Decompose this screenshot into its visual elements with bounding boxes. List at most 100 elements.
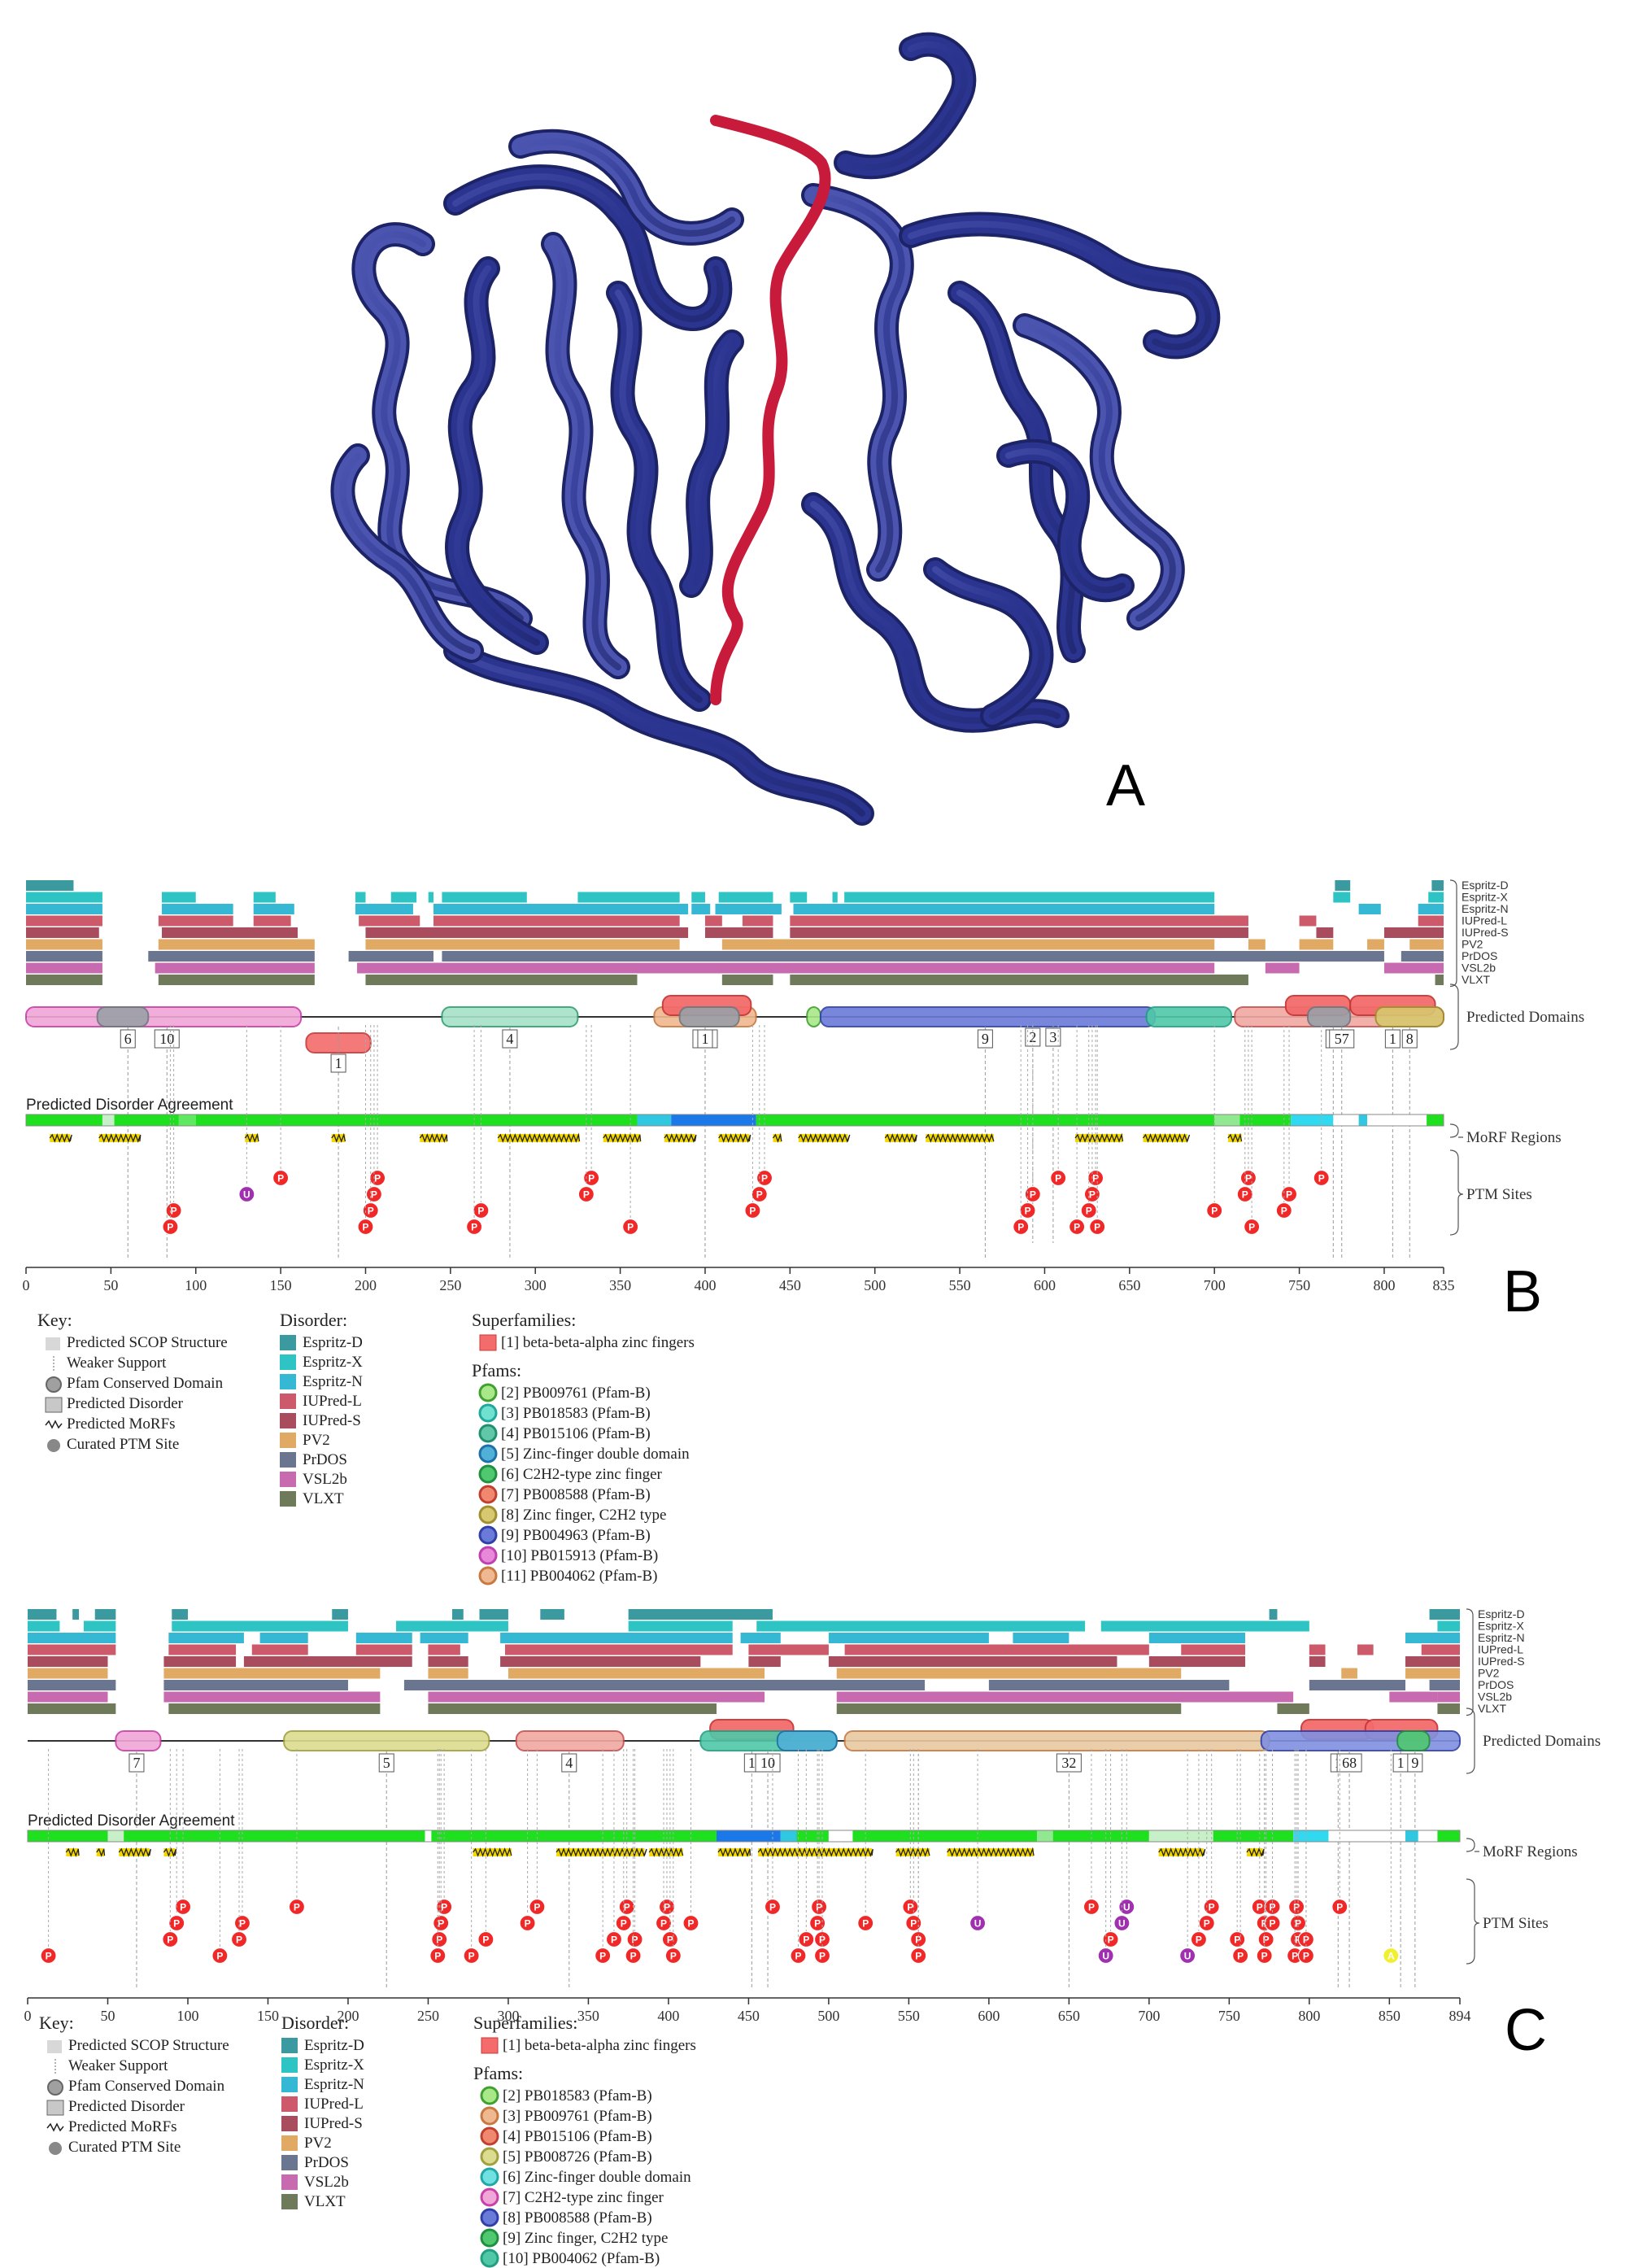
ptm-site-P [1244, 1218, 1261, 1236]
ptm-site-letter: P [1089, 1189, 1096, 1201]
morf-zigzag [664, 1133, 697, 1143]
legend-disorder-swatch [280, 1472, 296, 1487]
disorder-segment [253, 915, 291, 927]
ptm-site-letter: P [239, 1918, 246, 1930]
agreement-segment [1333, 1114, 1359, 1126]
disorder-segment [1383, 927, 1444, 938]
domain-label-box [378, 1753, 394, 1773]
disorder-segment [396, 1620, 508, 1632]
ptm-site-letter: P [1055, 1173, 1061, 1184]
disorder-segment [793, 904, 1215, 914]
x-axis-tick-label: 750 [1288, 1277, 1310, 1293]
disorder-segment [442, 951, 1384, 962]
disorder-segment [828, 1656, 1117, 1667]
ptm-site-letter: P [1303, 1951, 1309, 1962]
disorder-segment [742, 915, 773, 927]
domain-label: 10 [159, 1031, 174, 1047]
domain-label: 4 [565, 1755, 573, 1771]
x-axis-tick-label: 350 [577, 2008, 599, 2024]
disorder-segment [243, 1656, 412, 1667]
disorder-segment [996, 1620, 1086, 1632]
disorder-segment [365, 975, 638, 985]
ptm-site-letter: P [180, 1902, 186, 1913]
agreement-segment [1328, 1830, 1406, 1842]
legend-disorder-title: Disorder: [280, 1310, 347, 1330]
ptm-site-letter: P [1281, 1206, 1287, 1217]
domain-bracket [1449, 984, 1459, 1050]
legend-pfams-title: Pfams: [472, 1360, 521, 1380]
morf-region [664, 1134, 695, 1142]
disorder-segment [836, 1703, 1182, 1714]
morf-region [331, 1134, 346, 1142]
disorder-segment [540, 1609, 564, 1620]
disorder-segment [790, 892, 808, 903]
legend-disorder-item: Espritz-X [303, 1354, 363, 1371]
ptm-site-P [1198, 1914, 1215, 1932]
disorder-segment [1358, 904, 1381, 914]
disorder-segment [988, 1680, 1230, 1690]
agreement-segment [26, 1114, 102, 1126]
disorder-segment [94, 1609, 116, 1620]
ptm-site-P [168, 1914, 185, 1932]
disorder-segment [161, 904, 233, 914]
morf-zigzag [925, 1132, 995, 1143]
ptm-site-letter: P [468, 1951, 475, 1962]
legend-disorder-swatch [280, 1354, 296, 1370]
ptm-site-P [1313, 1169, 1330, 1187]
ptm-site-P [1256, 1947, 1273, 1965]
track-name-label: Espritz-D [1462, 879, 1509, 892]
ptm-site-letter: P [173, 1918, 180, 1930]
legend-key-item: Predicted SCOP Structure [68, 2037, 229, 2054]
disorder-segment [26, 904, 102, 914]
ptm-site-P [368, 1169, 386, 1187]
ptm-site-letter: P [167, 1934, 173, 1946]
ptm-site-P [655, 1914, 673, 1932]
agreement-segment [1214, 1114, 1240, 1126]
legend-pfam-item: [9] PB004963 (Pfam-B) [501, 1527, 651, 1544]
disorder-segment [148, 951, 315, 962]
legend-disorder-item: IUPred-S [304, 2115, 363, 2132]
ptm-site-letter: P [819, 1951, 826, 1962]
agreement-segment [780, 1830, 797, 1842]
disorder-segment [1401, 951, 1444, 962]
domain-label: 9 [982, 1031, 989, 1047]
ptm-site-letter: P [1248, 1222, 1255, 1233]
disorder-segment [168, 1703, 381, 1714]
ptm-site-P [910, 1947, 927, 1965]
track-name-label: IUPred-S [1462, 926, 1509, 939]
ptm-site-P [465, 1218, 483, 1236]
ptm-site-letter: P [434, 1951, 441, 1962]
ptm-site-A [1383, 1947, 1400, 1965]
disorder-segment [355, 1633, 412, 1643]
legend-pfam-icon [47, 2079, 63, 2096]
morf-region [885, 1134, 916, 1142]
ptm-site-P [809, 1914, 826, 1932]
agreement-segment [1367, 1114, 1427, 1126]
disorder-segment [1367, 939, 1384, 950]
disorder-segment [83, 1620, 116, 1632]
ribbon-highlight [452, 648, 865, 817]
morf-zigzag [717, 1847, 751, 1857]
ptm-site-P [1264, 1914, 1281, 1932]
ptm-site-P [365, 1185, 383, 1203]
ptm-site-P [626, 1930, 643, 1948]
disorder-segment [1248, 939, 1266, 950]
morf-region [1075, 1134, 1123, 1142]
disorder-segment [26, 962, 102, 974]
morf-zigzag [1227, 1132, 1243, 1143]
disorder-segment [433, 904, 689, 914]
domain-block [115, 1730, 162, 1751]
domain-label: 1 [1389, 1031, 1396, 1047]
morf-zigzag [718, 1133, 751, 1143]
domain-label: 1 [1397, 1755, 1405, 1771]
ptm-site-P [165, 1202, 182, 1219]
legend-superfamily-swatch [481, 2037, 499, 2054]
legend-disorder-swatch [281, 2194, 298, 2209]
disorder-segment [359, 915, 420, 927]
disorder-segment [1333, 892, 1351, 903]
ptm-site-letter: P [171, 1206, 177, 1217]
ptm-site-letter: P [1074, 1222, 1080, 1233]
disorder-segment [428, 1703, 717, 1714]
x-axis-tick-label: 894 [1449, 2008, 1471, 2024]
legend-disorder-icon [45, 1397, 63, 1413]
